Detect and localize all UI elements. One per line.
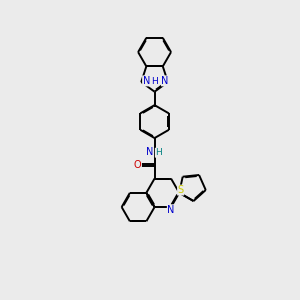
Text: N: N [167,205,175,215]
Text: H: H [151,77,158,86]
Text: N: N [161,76,169,86]
Text: O: O [134,160,142,170]
Text: S: S [178,185,184,195]
Text: N: N [146,147,153,157]
Text: H: H [155,148,162,157]
Text: N: N [142,76,150,86]
